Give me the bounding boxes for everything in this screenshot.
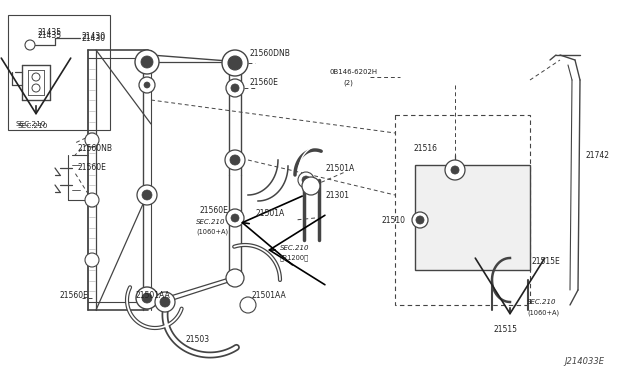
- Circle shape: [416, 216, 424, 224]
- Text: SEC.210: SEC.210: [196, 219, 225, 225]
- Text: 21560E: 21560E: [77, 163, 106, 171]
- Text: 21560E: 21560E: [250, 77, 279, 87]
- Circle shape: [302, 177, 320, 195]
- Text: 21560E: 21560E: [60, 291, 89, 299]
- Text: 21560DNB: 21560DNB: [250, 48, 291, 58]
- Circle shape: [136, 287, 158, 309]
- Text: 21435: 21435: [38, 28, 62, 36]
- Circle shape: [240, 297, 256, 313]
- Text: 21560E: 21560E: [200, 205, 229, 215]
- Text: 21560NB: 21560NB: [77, 144, 112, 153]
- Circle shape: [412, 212, 428, 228]
- Circle shape: [225, 150, 245, 170]
- Text: 21510: 21510: [382, 215, 406, 224]
- Bar: [415, 165, 530, 270]
- Text: (1060+A): (1060+A): [196, 229, 228, 235]
- Text: 21435: 21435: [38, 31, 62, 39]
- Circle shape: [144, 82, 150, 88]
- Circle shape: [142, 190, 152, 200]
- Text: (1060+A): (1060+A): [527, 310, 559, 316]
- Text: 21516: 21516: [413, 144, 437, 153]
- Circle shape: [451, 166, 459, 174]
- Text: 21301: 21301: [325, 190, 349, 199]
- Text: 21742: 21742: [585, 151, 609, 160]
- Text: 21501AA: 21501AA: [252, 292, 287, 301]
- Text: 21501A: 21501A: [255, 208, 284, 218]
- Circle shape: [445, 160, 465, 180]
- Circle shape: [142, 293, 152, 303]
- Text: SEC.210: SEC.210: [280, 245, 310, 251]
- Circle shape: [137, 185, 157, 205]
- Text: 21430: 21430: [82, 33, 106, 42]
- Circle shape: [85, 253, 99, 267]
- Circle shape: [139, 77, 155, 93]
- Circle shape: [85, 193, 99, 207]
- Text: J214033E: J214033E: [564, 357, 604, 366]
- Circle shape: [230, 155, 240, 165]
- Text: SEC.210: SEC.210: [527, 299, 557, 305]
- Circle shape: [222, 50, 248, 76]
- Circle shape: [226, 269, 244, 287]
- Text: 。21200〃: 。21200〃: [280, 255, 309, 261]
- Text: 21501AA: 21501AA: [135, 292, 170, 301]
- Circle shape: [155, 292, 175, 312]
- Circle shape: [226, 79, 244, 97]
- Bar: [8, 15, 110, 130]
- Text: 0B146-6202H: 0B146-6202H: [330, 69, 378, 75]
- Text: 21501A: 21501A: [325, 164, 355, 173]
- Circle shape: [231, 84, 239, 92]
- Text: 21503: 21503: [185, 336, 209, 344]
- Text: SEC.210: SEC.210: [15, 121, 45, 127]
- Circle shape: [160, 297, 170, 307]
- Text: 21515E: 21515E: [532, 257, 561, 266]
- Text: 21515: 21515: [494, 326, 518, 334]
- Text: 21430: 21430: [82, 32, 106, 41]
- Circle shape: [302, 176, 310, 184]
- Circle shape: [32, 73, 40, 81]
- Circle shape: [228, 56, 242, 70]
- Bar: [395, 115, 530, 305]
- Circle shape: [32, 84, 40, 92]
- Circle shape: [298, 172, 314, 188]
- Circle shape: [141, 56, 153, 68]
- Circle shape: [135, 50, 159, 74]
- Text: (2): (2): [343, 80, 353, 86]
- Circle shape: [25, 40, 35, 50]
- Circle shape: [85, 133, 99, 147]
- Circle shape: [226, 209, 244, 227]
- Text: SEC.210: SEC.210: [17, 123, 47, 129]
- Circle shape: [231, 214, 239, 222]
